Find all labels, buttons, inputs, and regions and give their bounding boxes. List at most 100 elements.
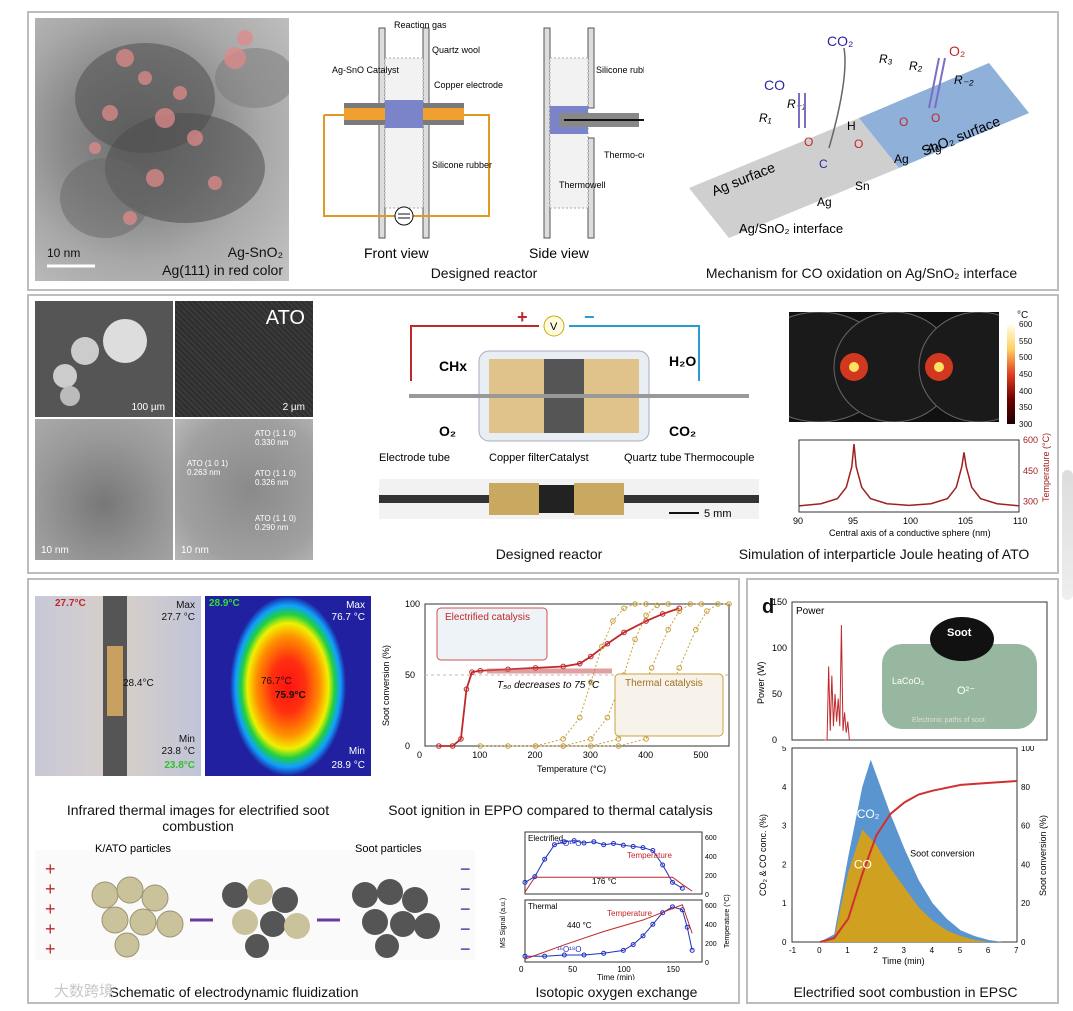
reactor-drawing-a: Reaction gas Quartz wool Ag-SnO Catalyst…: [323, 20, 644, 261]
x-tick-label: 100: [903, 516, 918, 526]
x-tick-label: 100: [617, 965, 631, 974]
data-point: [726, 601, 732, 607]
panel-a-mechanism-caption: Mechanism for CO oxidation on Ag/SnO₂ in…: [705, 265, 1018, 281]
lacoo3-cloud: [882, 644, 1037, 729]
x-tick-label: 2: [873, 946, 878, 955]
x-tick-label: 105: [958, 516, 973, 526]
data-point: [477, 743, 484, 749]
colorbar-tick: 300: [1019, 420, 1033, 429]
data-point: [643, 618, 649, 624]
y-tick-label: 50: [405, 670, 415, 680]
reactor-label-thermowell: Thermowell: [559, 180, 606, 190]
right-tick-label: 200: [705, 873, 717, 880]
series-line-3: [535, 603, 702, 747]
data-point: [505, 743, 511, 749]
soot-conversion-label: Soot conversion: [910, 849, 975, 859]
y-axis-label-left: MS Signal (a.u.): [500, 898, 507, 948]
atom-o-1: O: [804, 135, 813, 149]
front-view: [323, 27, 490, 239]
y-tick-label: 50: [772, 689, 782, 699]
x-tick-label: 100: [472, 750, 487, 760]
panel-a-reactor-caption: Designed reactor: [430, 265, 538, 281]
data-point: [632, 636, 638, 643]
right-tick-label: 20: [1021, 899, 1030, 908]
o16o18-point: [650, 921, 656, 927]
right-tick-label: 60: [1021, 822, 1030, 831]
o16o18-label-2: ¹⁶O¹⁸O: [557, 945, 581, 954]
power-line: [823, 624, 850, 741]
x-axis-label: Time (min): [597, 973, 635, 980]
o16o18-point: [522, 879, 528, 885]
y-axis-label: CO₂ & CO conc. (%): [758, 814, 768, 896]
data-point: [615, 736, 622, 742]
data-point: [599, 643, 605, 650]
y-axis-label: Temperature (°C): [1041, 433, 1051, 502]
soot-particles-label: Soot particles: [355, 843, 422, 855]
data-point: [632, 601, 638, 607]
o16o18-point: [581, 840, 587, 846]
svg-text:+: +: [45, 859, 56, 879]
ir2-top-left: 28.9°C: [209, 598, 240, 609]
copper-filter-label: Copper filter: [489, 452, 549, 464]
tem-scale-label-a: 10 nm: [41, 545, 69, 556]
y-tick-label: 300: [1023, 497, 1038, 507]
lattice-label-3: ATO (1 1 0) 0.326 nm: [255, 469, 297, 487]
data-point: [648, 665, 655, 671]
temperature-label-1: Temperature: [627, 851, 672, 860]
data-point: [576, 660, 583, 667]
data-point: [715, 601, 721, 607]
o16o18-point: [601, 842, 607, 848]
y-tick-label: 4: [782, 783, 787, 792]
svg-text:+: +: [45, 919, 56, 939]
o16o18-point: [591, 839, 597, 845]
o16o18-label-1: ¹⁶O¹⁸O: [557, 839, 581, 848]
chart-title: Thermal: [528, 902, 558, 911]
minus-signs: −−−−−: [460, 859, 471, 959]
electrified-label: Electrified catalysis: [445, 612, 530, 623]
ir1-min: 23.8 °C: [161, 746, 195, 757]
data-point: [676, 608, 683, 614]
lattice-label-1: ATO (1 1 0) 0.330 nm: [255, 429, 297, 447]
panel-b-simulation-caption: Simulation of interparticle Joule heatin…: [738, 546, 1030, 562]
kato-particle-cluster: [91, 876, 184, 958]
x-tick-label: -1: [789, 946, 797, 955]
fluidization-caption: Schematic of electrodynamic fluidization: [109, 984, 359, 1000]
co-label: CO: [764, 77, 785, 93]
plot-frame: [798, 439, 1020, 513]
x-axis-label: Temperature (°C): [537, 764, 606, 774]
h2o-label: H₂O: [669, 353, 696, 369]
y-tick-label: 0: [782, 938, 787, 947]
y-tick-label: 450: [1023, 466, 1038, 476]
power-title: Power: [796, 606, 825, 617]
data-point: [615, 743, 622, 749]
data-point: [469, 669, 475, 675]
x-tick-label: 4: [930, 946, 935, 955]
data-point: [621, 605, 627, 612]
svg-text:−: −: [460, 899, 471, 919]
y-tick-label: 0: [772, 735, 777, 744]
panel-d-label: d: [762, 596, 775, 618]
plus-signs: +++++: [45, 859, 56, 959]
panel-d-caption: Electrified soot combustion in EPSC: [793, 984, 1018, 1000]
svg-text:+: +: [45, 899, 56, 919]
o16o18-point: [522, 953, 528, 959]
sem-scale-label: 100 µm: [131, 402, 165, 413]
reactor-label-quartz-wool: Quartz wool: [432, 45, 480, 55]
r1-arrows: [798, 93, 806, 128]
co2-label: CO₂: [827, 33, 853, 49]
tem-texture: [47, 30, 289, 268]
data-point: [693, 626, 699, 633]
y-axis-label-right: Soot conversion (%): [1038, 815, 1048, 896]
data-point: [588, 736, 594, 742]
ignition-caption: Soot ignition in EPPO compared to therma…: [388, 802, 713, 818]
interface-label: Ag/SnO₂ interface: [739, 221, 843, 236]
ir1-bottom-left: 23.8°C: [164, 760, 195, 771]
t50-label: T₅₀ decreases to 75 °C: [497, 680, 600, 691]
svg-text:−: −: [460, 919, 471, 939]
right-tick-label: 600: [705, 835, 717, 842]
oxygen-label: O²⁻: [957, 685, 975, 697]
ir2-min: 28.9 °C: [331, 760, 365, 771]
right-tick-label: 400: [705, 854, 717, 861]
x-tick-label: 1: [845, 946, 850, 955]
